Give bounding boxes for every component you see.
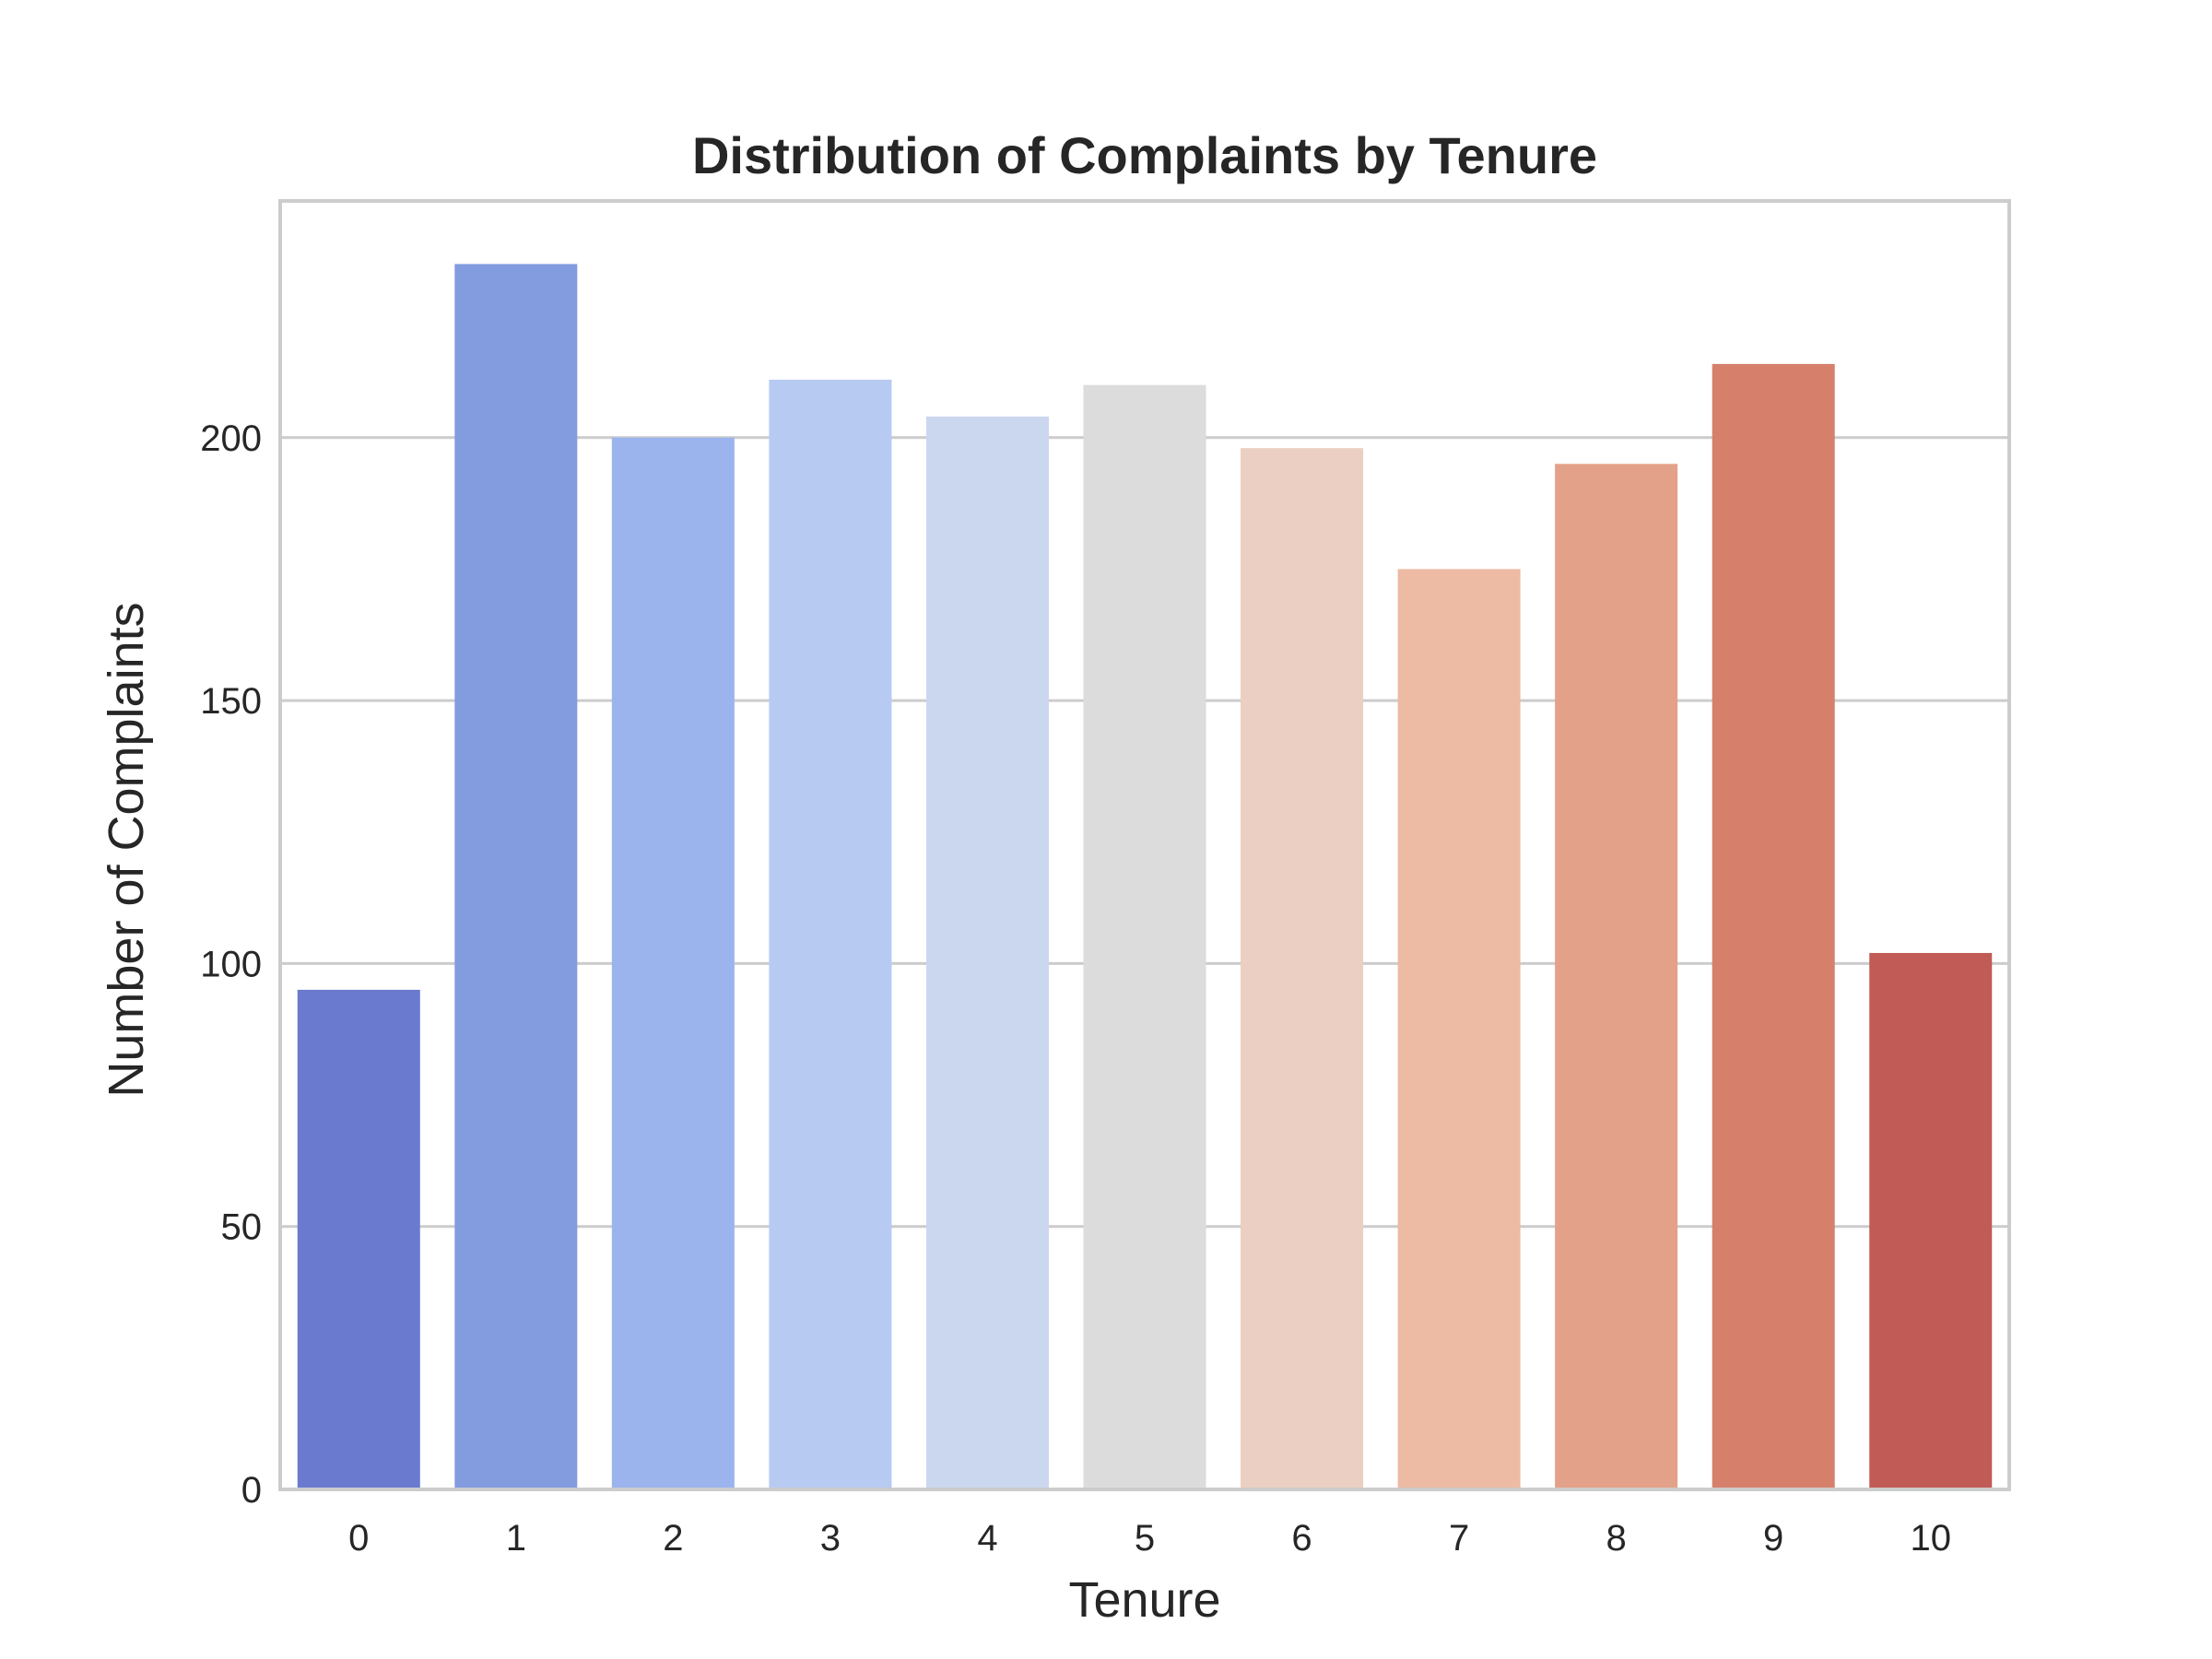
bar-tenure-6 — [1241, 448, 1364, 1489]
bars — [297, 264, 1993, 1490]
bar-tenure-0 — [297, 989, 420, 1489]
y-tick-label: 150 — [200, 681, 262, 722]
bar-tenure-5 — [1083, 384, 1206, 1489]
y-tick-labels: 0 50 100 150 200 — [200, 418, 262, 1511]
x-tick-label: 2 — [663, 1518, 683, 1559]
x-tick-label: 8 — [1606, 1518, 1627, 1559]
chart-title: Distribution of Complaints by Tenure — [692, 126, 1597, 184]
bar-tenure-8 — [1555, 464, 1678, 1489]
y-tick-label: 50 — [221, 1207, 263, 1248]
bar-tenure-3 — [769, 380, 892, 1489]
bar-tenure-2 — [611, 437, 735, 1489]
bar-tenure-10 — [1869, 952, 1993, 1489]
bar-tenure-1 — [454, 264, 578, 1489]
plot-frame — [278, 199, 2011, 1491]
x-tick-label: 10 — [1910, 1518, 1951, 1559]
x-tick-label: 3 — [820, 1518, 841, 1559]
y-tick-label: 200 — [200, 418, 262, 459]
x-tick-label: 7 — [1449, 1518, 1469, 1559]
x-tick-label: 4 — [977, 1518, 997, 1559]
x-tick-label: 5 — [1135, 1518, 1155, 1559]
bar-tenure-7 — [1397, 569, 1521, 1489]
y-tick-label: 0 — [241, 1470, 262, 1511]
bar-tenure-4 — [925, 416, 1049, 1489]
y-axis-label: Number of Complaints — [99, 602, 154, 1097]
x-tick-label: 9 — [1763, 1518, 1783, 1559]
x-tick-label: 6 — [1291, 1518, 1312, 1559]
y-tick-label: 100 — [200, 944, 262, 984]
x-tick-labels: 0 1 2 3 4 5 6 7 8 9 10 — [348, 1518, 1951, 1559]
x-tick-label: 1 — [506, 1518, 526, 1559]
x-tick-label: 0 — [348, 1518, 369, 1559]
x-axis-label: Tenure — [1068, 1572, 1220, 1628]
bar-tenure-9 — [1712, 363, 1835, 1490]
